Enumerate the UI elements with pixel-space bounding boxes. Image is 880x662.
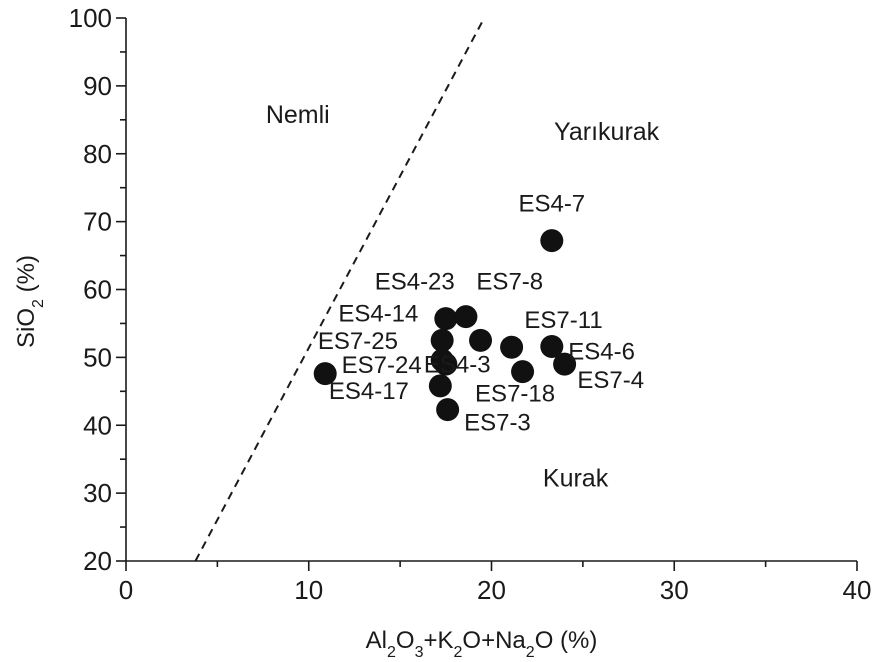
x-axis-title: Al2O3+K2O+Na2O (%) xyxy=(366,627,598,661)
point-label: ES7-11 xyxy=(524,307,602,334)
y-tick-label: 100 xyxy=(69,3,112,33)
axis-title-part: Al xyxy=(366,627,387,654)
point-label: ES7-4 xyxy=(577,367,644,394)
point-label: ES4-7 xyxy=(518,190,585,217)
axis-title-part: O (%) xyxy=(535,627,598,654)
axis-title-part: SiO xyxy=(13,308,40,348)
region-label: Kurak xyxy=(543,464,609,492)
x-tick-label: 20 xyxy=(477,575,506,605)
data-point xyxy=(500,335,524,359)
x-tick-label: 0 xyxy=(119,575,133,605)
region-divider-line xyxy=(194,17,486,562)
data-point xyxy=(313,362,337,386)
axis-title-part: 2 xyxy=(30,299,47,308)
axis-title-part: O xyxy=(396,627,415,654)
point-label: ES4-3 xyxy=(424,351,491,378)
axis-title-part: +K xyxy=(423,627,453,654)
point-label: ES7-3 xyxy=(464,410,531,437)
y-tick-label: 90 xyxy=(83,71,112,101)
x-tick-label: 30 xyxy=(660,575,689,605)
axis-title-part: 2 xyxy=(387,644,396,661)
data-point xyxy=(428,374,452,398)
data-point xyxy=(511,360,535,384)
axis-title-part: 2 xyxy=(454,644,463,661)
point-label: ES4-14 xyxy=(338,300,418,327)
data-point xyxy=(469,328,493,352)
x-tick-label: 40 xyxy=(843,575,872,605)
y-tick-label: 60 xyxy=(83,275,112,305)
y-tick-label: 50 xyxy=(83,342,112,372)
data-point xyxy=(540,335,564,359)
data-point xyxy=(454,305,478,329)
data-point xyxy=(434,352,458,376)
point-label: ES4-23 xyxy=(375,269,455,296)
data-point xyxy=(436,398,460,422)
point-label: ES4-6 xyxy=(568,338,635,365)
axis-title-part: O+Na xyxy=(462,627,526,654)
axis-title-part: 2 xyxy=(526,644,535,661)
y-tick-label: 40 xyxy=(83,410,112,440)
point-label: ES7-18 xyxy=(475,380,555,407)
data-point xyxy=(540,229,564,253)
y-tick-label: 30 xyxy=(83,478,112,508)
x-tick-label: 10 xyxy=(294,575,323,605)
data-point xyxy=(434,307,458,331)
axis-title-part: 3 xyxy=(415,644,424,661)
data-point xyxy=(553,352,577,376)
plot-area: 20 30 40 50 60 70 80 90 100 0 10 20 30 40 Nemli Yarıkur… xyxy=(69,3,872,605)
point-label: ES7-8 xyxy=(476,269,543,296)
y-axis-title: SiO2 (%) xyxy=(13,255,47,348)
point-label: ES4-17 xyxy=(329,378,409,405)
y-tick-label: 70 xyxy=(83,207,112,237)
data-point xyxy=(430,328,454,352)
point-label: ES7-24 xyxy=(342,352,422,379)
axis-title-part: (%) xyxy=(13,255,40,299)
y-tick-label: 80 xyxy=(83,139,112,169)
point-label: ES7-25 xyxy=(318,328,398,355)
region-label: Nemli xyxy=(266,101,330,129)
region-label: Yarıkurak xyxy=(554,118,660,146)
y-tick-label: 20 xyxy=(83,546,112,576)
